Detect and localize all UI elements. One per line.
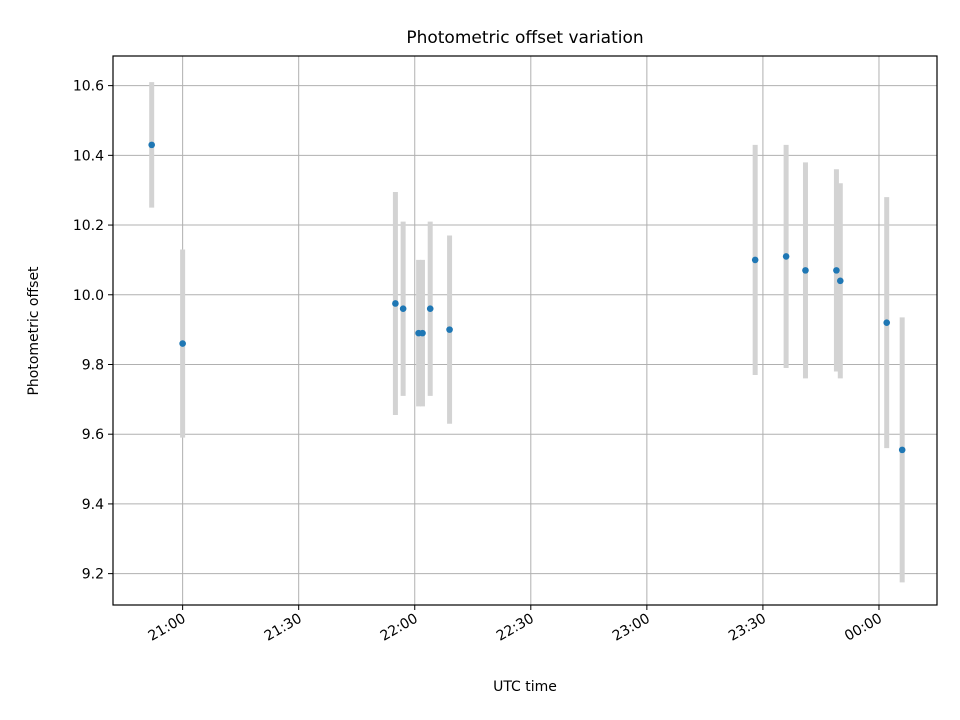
x-tick-label: 23:30 [726,611,769,645]
data-point [426,305,434,313]
y-axis: 9.2 9.4 9.6 9.8 10.0 10.2 10.4 10.6 [73,79,113,583]
y-tick-label: 10.6 [73,79,104,95]
data-points [148,141,906,454]
data-point [446,326,453,333]
y-axis-label: Photometric offset [26,266,42,396]
y-tick-label: 9.6 [82,427,104,443]
data-point [802,267,809,274]
y-tick-label: 10.4 [73,148,104,164]
error-bars [149,82,905,583]
x-tick-label: 21:00 [146,611,189,645]
x-tick-label: 00:00 [842,611,885,645]
x-tick-label: 22:30 [494,611,537,645]
data-point [782,253,790,260]
chart-title: Photometric offset variation [406,28,643,48]
grid-lines [113,56,937,605]
y-tick-label: 9.2 [82,567,104,583]
x-axis-label: UTC time [493,679,557,695]
x-axis: 21:00 21:30 22:00 22:30 23:00 23:30 00:00 [146,605,885,645]
data-point [751,256,759,264]
data-point [392,300,399,307]
data-point [179,340,186,347]
y-tick-label: 10.2 [73,218,104,234]
y-tick-label: 10.0 [73,288,104,304]
data-point [833,267,840,274]
x-tick-label: 22:00 [378,611,421,645]
y-tick-label: 9.4 [82,497,104,513]
data-point [419,329,426,337]
y-tick-label: 9.8 [82,357,104,373]
data-point [399,305,407,313]
plot-frame [112,55,938,606]
data-point [836,277,844,285]
data-point [148,141,155,149]
x-tick-label: 23:00 [610,611,653,645]
x-tick-label: 21:30 [262,611,305,645]
data-point [883,319,891,326]
data-point [898,446,906,454]
